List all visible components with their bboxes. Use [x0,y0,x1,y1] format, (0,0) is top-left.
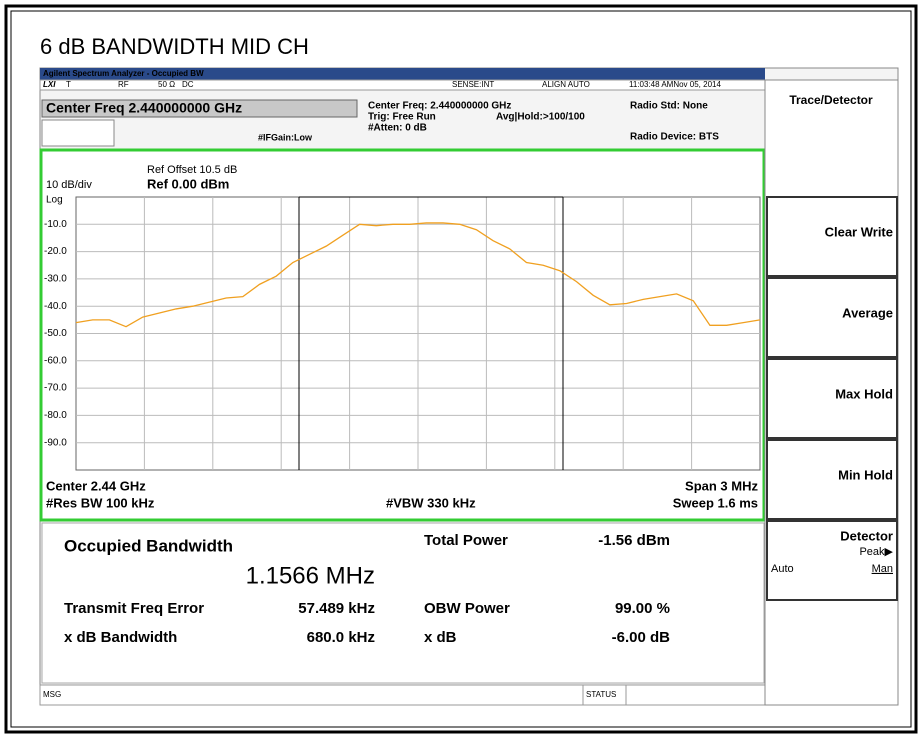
scale: 10 dB/div [46,179,92,191]
status-coupling: DC [182,80,194,89]
ref-level: Ref 0.00 dBm [147,176,229,191]
y-tick-label: -40.0 [44,301,67,312]
setting: Avg|Hold:>100/100 [496,112,585,123]
res-bw-label: #Res BW 100 kHz [46,495,155,510]
y-tick-label: -70.0 [44,383,67,394]
status-align: ALIGN AUTO [542,80,590,89]
result-value: -6.00 dB [612,629,671,646]
setting: #Atten: 0 dB [368,123,427,134]
vbw-label: #VBW 330 kHz [386,495,476,510]
y-tick-label: -80.0 [44,410,67,421]
detector-auto: Auto [771,563,794,575]
setting: Center Freq: 2.440000000 GHz [368,101,511,112]
status-t: T [66,80,71,89]
menu-button[interactable] [766,277,898,358]
setting: Radio Device: BTS [630,132,719,143]
ref-offset: Ref Offset 10.5 dB [147,164,237,176]
menu-button[interactable] [766,439,898,520]
outer-frame [4,4,918,734]
status-sense: SENSE:INT [452,80,494,89]
detector-man: Man [872,563,893,575]
result-label: Total Power [424,532,508,549]
center-label: Center 2.44 GHz [46,478,146,493]
window-title: Agilent Spectrum Analyzer - Occupied BW [43,69,204,78]
menu-title: Trace/Detector [789,93,873,107]
menu-button-label[interactable]: Average [842,305,893,320]
setting: #IFGain:Low [258,132,313,142]
result-value: 680.0 kHz [307,629,375,646]
status-msg: MSG [43,690,61,699]
results-panel [41,522,765,684]
y-tick-label: -30.0 [44,274,67,285]
center-freq-box [41,99,358,118]
center-freq: Center Freq 2.440000000 GHz [46,100,242,116]
scale-type: Log [46,195,63,206]
setting: Radio Std: None [630,101,708,112]
result-value: 1.1566 MHz [246,562,375,589]
page-title: 6 dB BANDWIDTH MID CH [40,34,309,59]
y-tick-label: -90.0 [44,437,67,448]
trace [75,222,761,328]
window-title-bar [40,68,765,80]
status-time: 11:03:48 AMNov 05, 2014 [629,80,721,89]
detector-value: Peak▶ [859,546,893,558]
status-bar [39,684,766,706]
status-status: STATUS [586,690,616,699]
status-rf: RF [118,80,129,89]
result-label: OBW Power [424,600,510,617]
status-lxi: LXI [43,80,56,89]
sweep-label: Sweep 1.6 ms [673,495,758,510]
span-label: Span 3 MHz [685,478,758,493]
result-value: 99.00 % [615,600,670,617]
result-label: x dB Bandwidth [64,629,177,646]
status-impedance: 50 Ω [158,80,175,89]
inner-frame [10,10,912,728]
menu-button[interactable] [766,196,898,277]
result-value: 57.489 kHz [298,600,375,617]
result-label: Occupied Bandwidth [64,536,233,555]
menu-button-label[interactable]: Min Hold [838,467,893,482]
detector-label: Detector [840,528,893,543]
result-label: Transmit Freq Error [64,600,204,617]
input-box [41,119,115,147]
menu-button[interactable] [766,358,898,439]
y-tick-label: -20.0 [44,246,67,257]
result-label: x dB [424,629,457,646]
setting: Trig: Free Run [368,112,436,123]
y-tick-label: -10.0 [44,219,67,230]
menu-button-label[interactable]: Max Hold [835,386,893,401]
y-tick-label: -60.0 [44,355,67,366]
y-tick-label: -50.0 [44,328,67,339]
menu-button[interactable] [766,520,898,601]
result-value: -1.56 dBm [598,532,670,549]
menu-button-label[interactable]: Clear Write [825,224,893,239]
